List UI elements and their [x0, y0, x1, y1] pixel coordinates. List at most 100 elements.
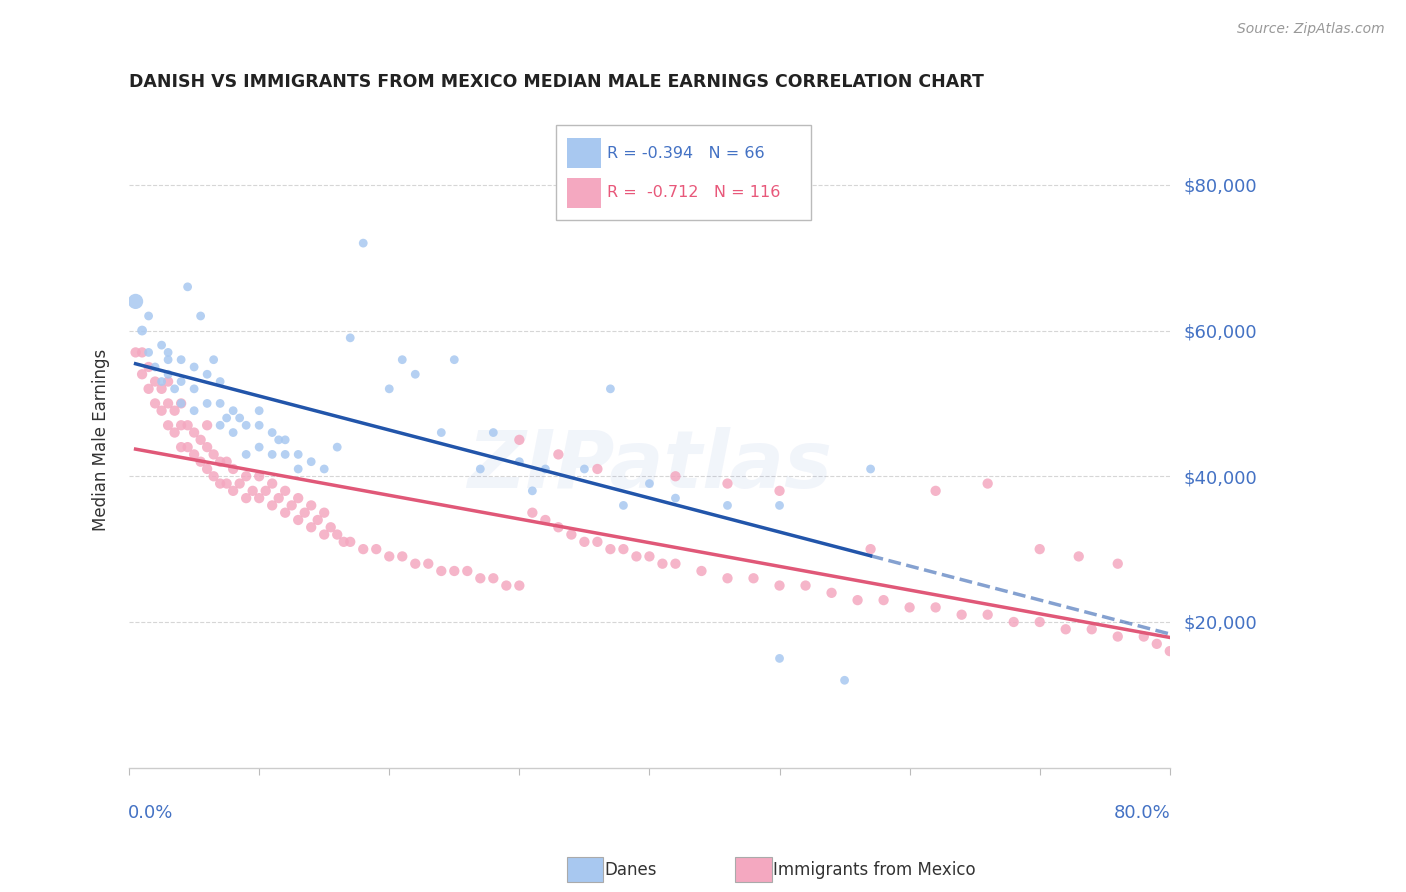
Point — [768, 578, 790, 592]
Point — [534, 462, 557, 476]
Point — [131, 324, 153, 338]
Point — [586, 534, 609, 549]
Point — [820, 586, 842, 600]
Point — [170, 396, 193, 410]
Point — [898, 600, 921, 615]
Point — [547, 447, 569, 461]
Point — [228, 411, 250, 425]
Point — [170, 396, 193, 410]
Text: DANISH VS IMMIGRANTS FROM MEXICO MEDIAN MALE EARNINGS CORRELATION CHART: DANISH VS IMMIGRANTS FROM MEXICO MEDIAN … — [129, 73, 984, 91]
Text: Danes: Danes — [605, 861, 657, 879]
Point — [138, 309, 160, 323]
Point — [262, 425, 284, 440]
Point — [247, 440, 270, 454]
Point — [599, 382, 621, 396]
Point — [768, 483, 790, 498]
Point — [287, 513, 309, 527]
Point — [768, 651, 790, 665]
Point — [664, 557, 686, 571]
Point — [482, 571, 505, 585]
Point — [138, 359, 160, 374]
Point — [299, 520, 322, 534]
Point — [143, 396, 166, 410]
Point — [287, 447, 309, 461]
Point — [470, 571, 492, 585]
Point — [522, 506, 544, 520]
Point — [235, 418, 257, 433]
Point — [299, 455, 322, 469]
Point — [262, 476, 284, 491]
Point — [150, 382, 173, 396]
Point — [339, 331, 361, 345]
Point — [716, 499, 738, 513]
Point — [1132, 630, 1154, 644]
Point — [222, 425, 245, 440]
Point — [482, 425, 505, 440]
Point — [157, 352, 180, 367]
Point — [1054, 622, 1077, 636]
Point — [651, 557, 673, 571]
Point — [612, 542, 634, 557]
Point — [1080, 622, 1102, 636]
Point — [195, 396, 218, 410]
Point — [638, 476, 661, 491]
Text: 80.0%: 80.0% — [1114, 804, 1171, 822]
Point — [209, 455, 232, 469]
Point — [202, 447, 225, 461]
Point — [247, 403, 270, 417]
Point — [299, 499, 322, 513]
Point — [131, 345, 153, 359]
Point — [846, 593, 869, 607]
Point — [332, 534, 354, 549]
Point — [235, 447, 257, 461]
Point — [534, 513, 557, 527]
Text: ZIPatlas: ZIPatlas — [467, 427, 832, 505]
Point — [1107, 557, 1129, 571]
Point — [378, 382, 401, 396]
Point — [195, 368, 218, 382]
Point — [404, 368, 426, 382]
Point — [287, 491, 309, 505]
Text: R =  -0.712   N = 116: R = -0.712 N = 116 — [607, 186, 780, 200]
Point — [1107, 630, 1129, 644]
Point — [859, 542, 882, 557]
Point — [262, 499, 284, 513]
Point — [215, 476, 238, 491]
Point — [470, 462, 492, 476]
Point — [859, 462, 882, 476]
Point — [247, 418, 270, 433]
Point — [209, 476, 232, 491]
Point — [294, 506, 316, 520]
Point — [254, 483, 277, 498]
Point — [339, 534, 361, 549]
Point — [163, 382, 186, 396]
Point — [574, 534, 596, 549]
Point — [274, 433, 297, 447]
Point — [1159, 644, 1181, 658]
Point — [690, 564, 713, 578]
Point — [599, 542, 621, 557]
Point — [222, 462, 245, 476]
Point — [976, 607, 998, 622]
Point — [163, 403, 186, 417]
Point — [170, 418, 193, 433]
Point — [222, 403, 245, 417]
Point — [163, 425, 186, 440]
Point — [872, 593, 894, 607]
Point — [280, 499, 302, 513]
Point — [157, 345, 180, 359]
Point — [274, 447, 297, 461]
Point — [430, 564, 453, 578]
Text: 0.0%: 0.0% — [128, 804, 173, 822]
Point — [183, 403, 205, 417]
Point — [716, 476, 738, 491]
FancyBboxPatch shape — [555, 125, 811, 220]
Point — [242, 483, 264, 498]
Point — [183, 359, 205, 374]
Point — [976, 476, 998, 491]
Point — [274, 483, 297, 498]
Point — [950, 607, 973, 622]
Point — [1146, 637, 1168, 651]
Point — [262, 447, 284, 461]
Point — [183, 425, 205, 440]
